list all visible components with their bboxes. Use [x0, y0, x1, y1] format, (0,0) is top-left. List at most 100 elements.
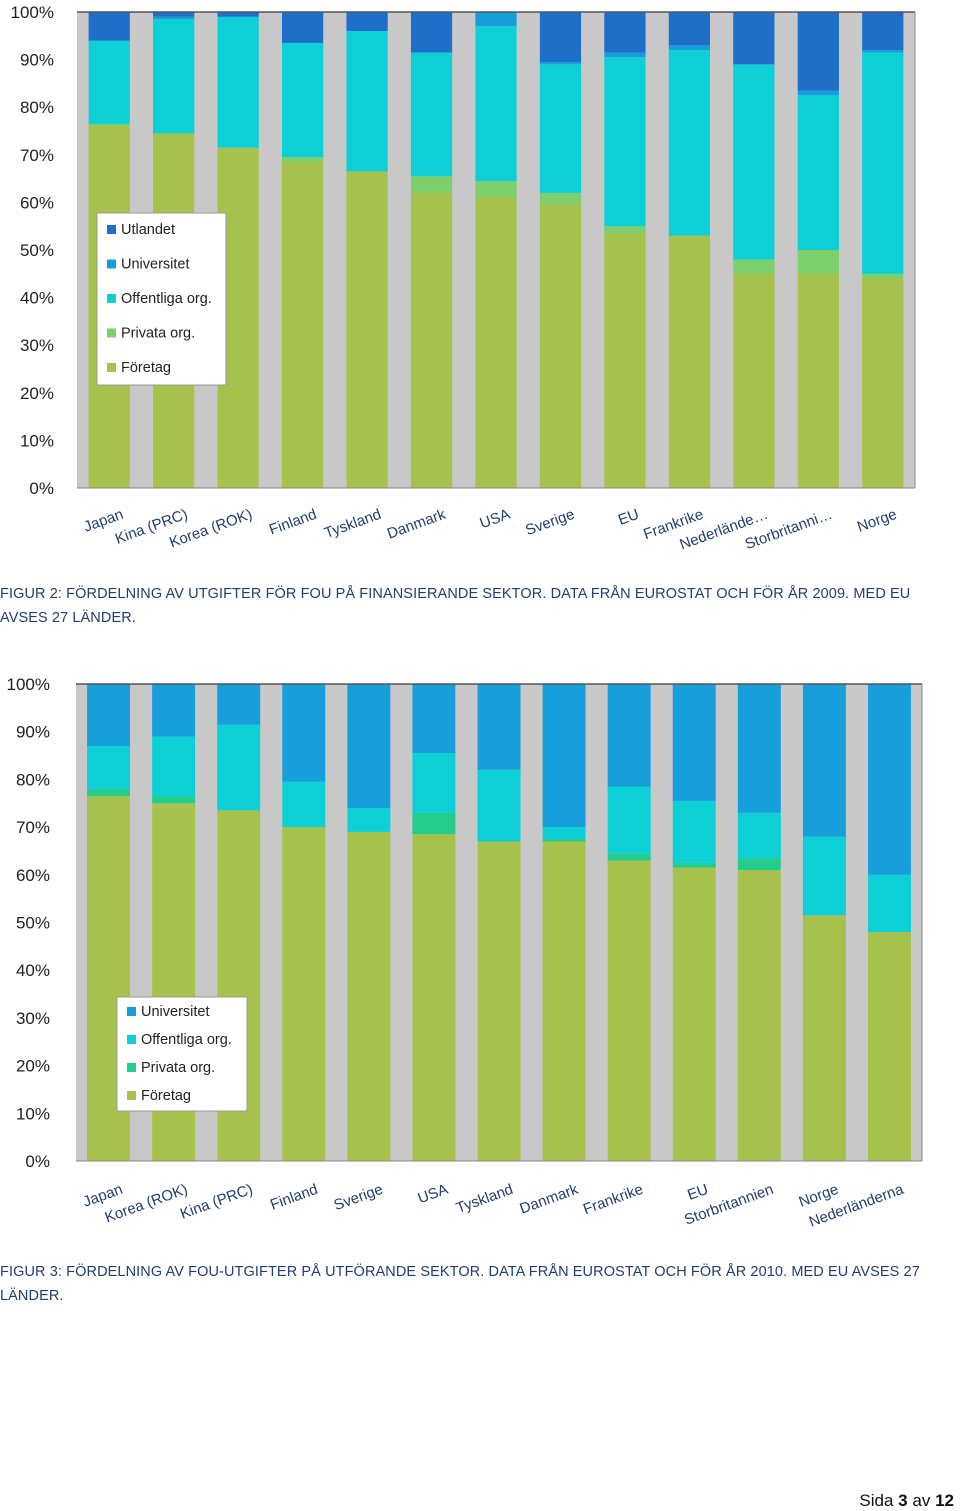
y-tick-label: 70% [16, 818, 50, 837]
caption-figur-3: FIGUR 3: FÖRDELNING AV FOU-UTGIFTER PÅ U… [0, 1260, 958, 1308]
bar-korea-rok-offentliga-org [152, 736, 196, 797]
bar-tyskland-företag [346, 171, 388, 488]
bar-tyskland-offentliga-org [477, 769, 521, 842]
bar-eu-offentliga-org [604, 57, 646, 227]
bar-kina-prc-universitet [153, 16, 195, 20]
bar-usa-företag [412, 834, 456, 1161]
bar-eu-universitet [672, 684, 716, 801]
bar-sverige-företag [539, 204, 582, 488]
bar-sverige-offentliga-org [347, 808, 391, 832]
legend-box [96, 212, 227, 386]
bar-kina-prc-universitet [217, 684, 261, 725]
y-tick-label: 90% [20, 51, 54, 70]
bar-frankrike-universitet [607, 684, 651, 787]
bar-japan-offentliga-org [88, 40, 130, 124]
legend-swatch-företag [127, 1091, 136, 1100]
bar-usa-offentliga-org [475, 26, 517, 181]
legend-label-företag: Företag [121, 360, 171, 376]
legend-label-offentliga-org: Offentliga org. [121, 291, 212, 307]
bar-storbritanni-företag [797, 273, 839, 488]
bar-tyskland-offentliga-org [346, 31, 388, 172]
bar-sverige-privata-org [539, 192, 582, 205]
page-footer: Sida 3 av 12 [859, 1491, 954, 1511]
legend-label-utlandet: Utlandet [121, 222, 175, 238]
bar-nederlände-utlandet [733, 12, 775, 65]
bar-storbritanni-universitet [797, 90, 839, 96]
x-tick-label: Tyskland [454, 1181, 515, 1217]
bar-japan-universitet [87, 684, 131, 747]
y-tick-label: 100% [7, 675, 50, 694]
bar-storbritannien-privata-org [737, 858, 781, 871]
bar-usa-offentliga-org [412, 753, 456, 813]
caption-figur-2: FIGUR 2: FÖRDELNING AV UTGIFTER FÖR FOU … [0, 582, 958, 630]
legend-swatch-utlandet [107, 225, 116, 234]
bar-usa-privata-org [475, 180, 517, 198]
bar-norge-utlandet [862, 12, 904, 51]
bar-sverige-universitet [347, 684, 391, 809]
bar-eu-privata-org [604, 226, 646, 234]
legend-label-universitet: Universitet [121, 257, 190, 273]
bar-nederlände-offentliga-org [733, 64, 775, 260]
bar-usa-universitet [475, 12, 517, 27]
legend-swatch-universitet [127, 1007, 136, 1016]
bar-storbritannien-offentliga-org [737, 812, 781, 859]
legend-swatch-offentliga-org [107, 294, 116, 303]
bar-frankrike-offentliga-org [607, 786, 651, 854]
x-tick-label: Sverige [332, 1181, 386, 1214]
bar-danmark-utlandet [410, 12, 453, 53]
bar-finland-privata-org [281, 157, 324, 162]
bar-frankrike-offentliga-org [668, 50, 711, 236]
x-tick-label: Sverige [523, 506, 577, 539]
bar-norge-universitet [862, 50, 904, 53]
bar-eu-offentliga-org [672, 800, 716, 863]
bar-korea-rok-privata-org [152, 796, 196, 804]
bar-finland-offentliga-org [281, 42, 324, 158]
y-tick-label: 50% [16, 914, 50, 933]
bar-eu-privata-org [672, 862, 716, 868]
bar-storbritannien-företag [737, 870, 781, 1161]
legend-swatch-privata-org [107, 328, 116, 338]
legend-label-universitet: Universitet [141, 1004, 210, 1020]
bar-korea-rok-utlandet [217, 12, 259, 17]
legend-swatch-privata-org [127, 1063, 136, 1072]
bar-norge-företag [862, 278, 904, 488]
footer-page-total: 12 [935, 1491, 954, 1510]
bar-nederländerna-universitet [867, 684, 911, 875]
bar-japan-privata-org [87, 788, 131, 797]
footer-page-number: 3 [898, 1491, 908, 1510]
bar-danmark-företag [542, 841, 586, 1161]
bar-korea-rok-offentliga-org [217, 16, 259, 148]
x-tick-label: Danmark [385, 506, 448, 543]
y-tick-label: 30% [20, 336, 54, 355]
bar-finland-universitet [282, 684, 326, 782]
legend-label-företag: Företag [141, 1088, 191, 1104]
y-tick-label: 60% [16, 866, 50, 885]
bar-tyskland-företag [477, 841, 521, 1161]
bar-nederlände-privata-org [733, 259, 775, 274]
bar-eu-företag [672, 867, 716, 1161]
x-tick-label: Finland [268, 1181, 320, 1214]
bar-finland-företag [281, 161, 324, 488]
x-tick-label: Danmark [517, 1181, 580, 1218]
bar-frankrike-företag [668, 235, 711, 488]
bar-frankrike-privata-org [607, 853, 651, 861]
y-tick-label: 80% [20, 98, 54, 117]
bar-eu-företag [604, 233, 646, 488]
bar-frankrike-företag [607, 860, 651, 1161]
y-tick-label: 90% [16, 723, 50, 742]
bar-sverige-företag [347, 831, 391, 1161]
bar-eu-utlandet [604, 12, 646, 53]
bar-norge-företag [802, 915, 846, 1161]
x-tick-label: USA [478, 506, 513, 533]
legend-label-privata-org: Privata org. [121, 326, 195, 342]
bar-nederländerna-företag [867, 932, 911, 1161]
y-tick-label: 10% [20, 431, 54, 450]
legend-box [116, 996, 248, 1112]
chart-figur-3: 0%10%20%30%40%50%60%70%80%90%100%JapanKo… [7, 675, 923, 1231]
bar-japan-privata-org [88, 123, 130, 127]
x-tick-label: EU [616, 506, 641, 529]
y-tick-label: 100% [11, 3, 54, 22]
y-tick-label: 30% [16, 1009, 50, 1028]
bar-sverige-utlandet [539, 12, 582, 62]
legend-swatch-företag [107, 363, 116, 372]
